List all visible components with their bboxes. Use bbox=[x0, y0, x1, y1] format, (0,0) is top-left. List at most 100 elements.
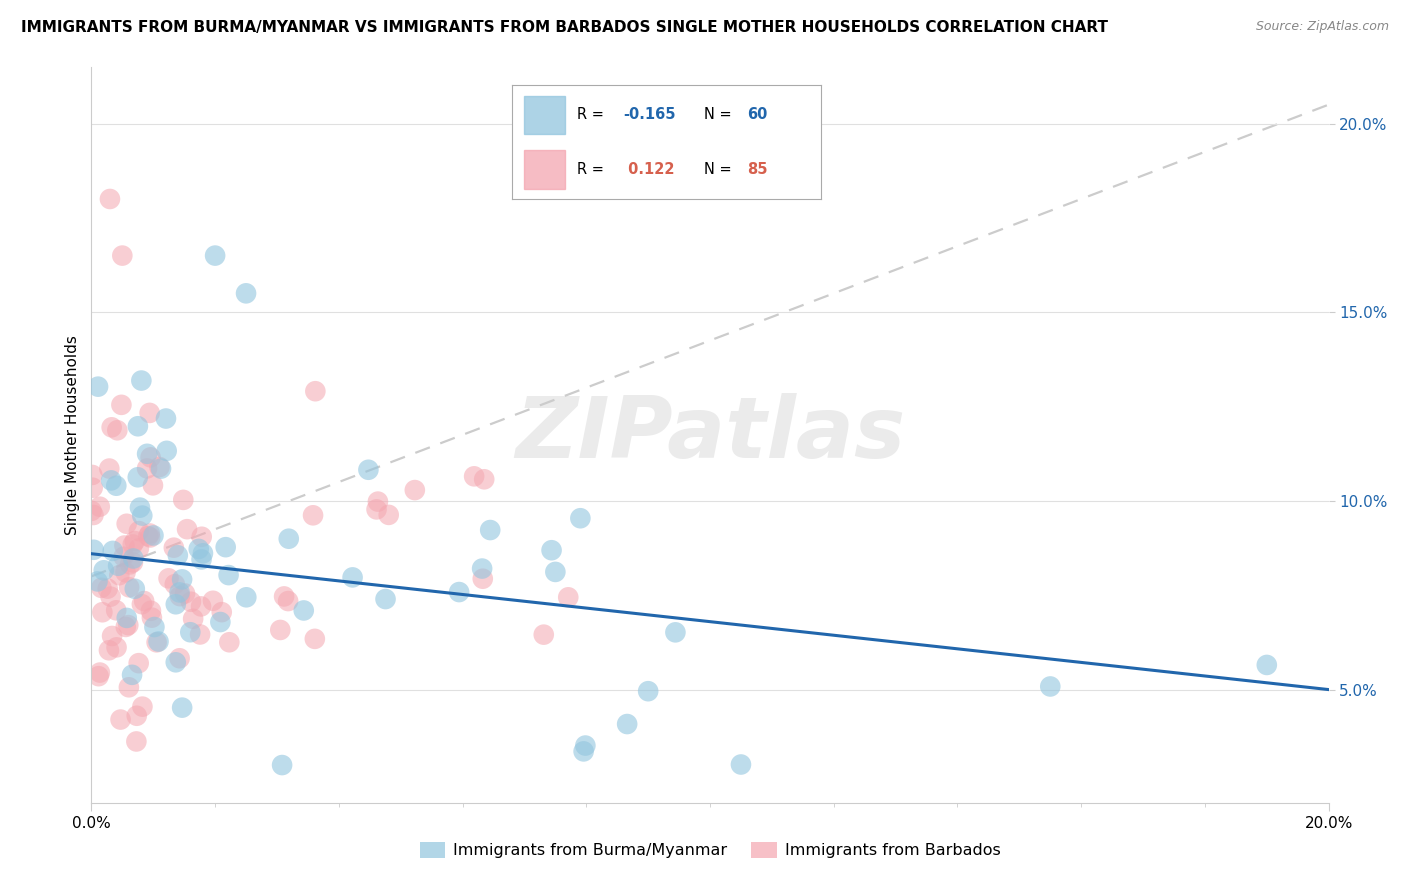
Point bbox=[148, 634, 170, 648]
Legend: Immigrants from Burma/Myanmar, Immigrants from Barbados: Immigrants from Burma/Myanmar, Immigrant… bbox=[413, 836, 1007, 864]
Point bbox=[118, 558, 141, 572]
Point bbox=[100, 590, 122, 604]
Point bbox=[190, 530, 212, 544]
Point bbox=[156, 443, 179, 458]
Point bbox=[273, 590, 295, 604]
Point bbox=[127, 419, 149, 434]
Point bbox=[148, 460, 170, 475]
Point bbox=[136, 447, 159, 461]
Point bbox=[127, 470, 149, 484]
Point bbox=[128, 541, 150, 556]
Point bbox=[112, 539, 135, 553]
Point bbox=[302, 508, 325, 523]
Point bbox=[118, 580, 141, 594]
Point bbox=[139, 526, 162, 541]
Point bbox=[377, 508, 399, 522]
Point bbox=[100, 420, 122, 434]
Point bbox=[101, 544, 124, 558]
Point bbox=[87, 379, 110, 393]
Point bbox=[118, 681, 141, 695]
Point bbox=[201, 594, 224, 608]
Point bbox=[277, 594, 299, 608]
Point bbox=[115, 516, 138, 531]
Point bbox=[139, 450, 162, 465]
Point bbox=[105, 423, 128, 437]
Point bbox=[98, 192, 121, 206]
Point bbox=[114, 620, 136, 634]
Point bbox=[97, 582, 120, 596]
Point bbox=[209, 615, 232, 629]
Point bbox=[93, 563, 115, 577]
Point bbox=[114, 566, 136, 580]
Point bbox=[730, 757, 752, 772]
Point bbox=[110, 398, 132, 412]
Point bbox=[165, 655, 187, 669]
Point bbox=[105, 479, 128, 493]
Text: IMMIGRANTS FROM BURMA/MYANMAR VS IMMIGRANTS FROM BARBADOS SINGLE MOTHER HOUSEHOL: IMMIGRANTS FROM BURMA/MYANMAR VS IMMIGRA… bbox=[21, 20, 1108, 35]
Point bbox=[125, 708, 148, 723]
Point bbox=[136, 461, 159, 475]
Point bbox=[136, 529, 159, 543]
Point bbox=[111, 249, 134, 263]
Point bbox=[180, 595, 202, 609]
Point bbox=[271, 758, 294, 772]
Point bbox=[179, 625, 201, 640]
Point bbox=[145, 635, 167, 649]
Point bbox=[82, 481, 104, 495]
Point bbox=[122, 555, 145, 569]
Point bbox=[449, 585, 471, 599]
Point bbox=[82, 467, 104, 482]
Point bbox=[190, 599, 212, 614]
Point bbox=[125, 734, 148, 748]
Point bbox=[89, 500, 111, 514]
Point bbox=[277, 532, 299, 546]
Point bbox=[637, 684, 659, 698]
Point bbox=[367, 494, 389, 508]
Point bbox=[342, 570, 364, 584]
Point bbox=[304, 384, 326, 399]
Point bbox=[292, 603, 315, 617]
Point bbox=[188, 627, 211, 641]
Point bbox=[191, 546, 214, 560]
Point bbox=[1256, 657, 1278, 672]
Point bbox=[142, 478, 165, 492]
Point bbox=[471, 572, 494, 586]
Point bbox=[107, 558, 129, 573]
Point bbox=[121, 668, 143, 682]
Point bbox=[134, 594, 156, 608]
Point bbox=[235, 286, 257, 301]
Point bbox=[150, 461, 173, 475]
Point bbox=[215, 540, 238, 554]
Point bbox=[471, 561, 494, 575]
Point bbox=[131, 597, 153, 611]
Point bbox=[165, 597, 187, 611]
Point bbox=[172, 492, 194, 507]
Point bbox=[569, 511, 592, 525]
Point bbox=[664, 625, 686, 640]
Point bbox=[115, 611, 138, 625]
Point bbox=[404, 483, 426, 497]
Point bbox=[87, 669, 110, 683]
Point bbox=[172, 700, 194, 714]
Point bbox=[139, 604, 162, 618]
Text: ZIPatlas: ZIPatlas bbox=[515, 393, 905, 476]
Point bbox=[181, 612, 204, 626]
Point bbox=[129, 500, 152, 515]
Point bbox=[90, 581, 112, 595]
Point bbox=[269, 623, 291, 637]
Point bbox=[187, 541, 209, 556]
Y-axis label: Single Mother Households: Single Mother Households bbox=[65, 334, 80, 535]
Point bbox=[112, 549, 135, 564]
Point bbox=[143, 620, 166, 634]
Point bbox=[204, 249, 226, 263]
Point bbox=[463, 469, 485, 483]
Point bbox=[128, 656, 150, 670]
Point bbox=[157, 571, 180, 585]
Point bbox=[141, 610, 163, 624]
Point bbox=[121, 537, 143, 551]
Point bbox=[128, 524, 150, 538]
Point bbox=[174, 586, 197, 600]
Point bbox=[540, 543, 562, 558]
Point bbox=[91, 605, 114, 619]
Point bbox=[131, 374, 153, 388]
